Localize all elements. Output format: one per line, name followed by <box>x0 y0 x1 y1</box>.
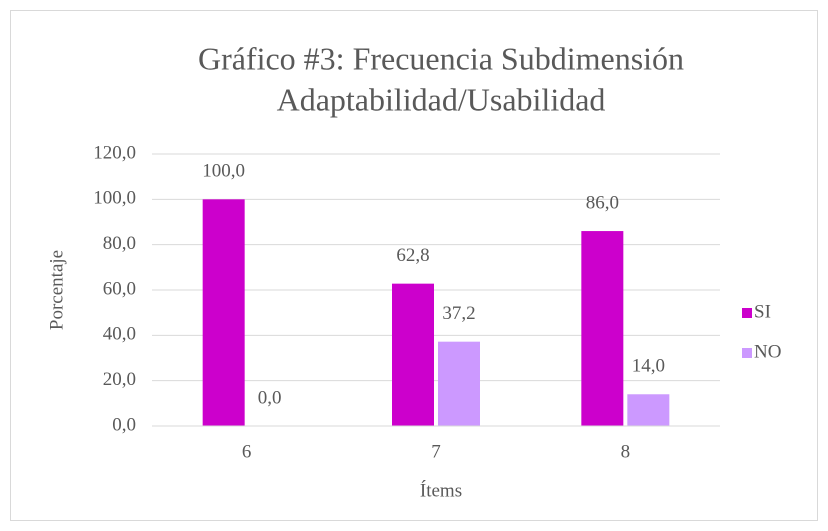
legend-swatch <box>742 348 752 358</box>
data-label: 100,0 <box>202 161 245 182</box>
legend-label: SI <box>754 301 771 322</box>
bar <box>202 199 245 426</box>
bar <box>627 394 670 426</box>
y-tick-label: 40,0 <box>103 324 136 345</box>
x-tick-label: 8 <box>621 441 631 462</box>
legend-swatch <box>742 308 752 318</box>
y-tick-label: 120,0 <box>93 142 136 163</box>
y-tick-label: 100,0 <box>93 188 136 209</box>
chart-title: Gráfico #3: Frecuencia Subdimensión <box>198 40 684 76</box>
data-label: 0,0 <box>258 387 282 408</box>
data-label: 86,0 <box>586 192 619 213</box>
y-tick-label: 80,0 <box>103 233 136 254</box>
legend-label: NO <box>754 341 781 362</box>
data-label: 62,8 <box>396 245 429 266</box>
x-tick-label: 6 <box>242 441 252 462</box>
bar <box>438 341 480 426</box>
y-tick-label: 60,0 <box>103 278 136 299</box>
data-label: 14,0 <box>632 356 665 377</box>
x-tick-label: 7 <box>431 441 441 462</box>
x-axis-title: Ítems <box>420 479 462 501</box>
bar <box>581 231 624 426</box>
y-tick-label: 0,0 <box>112 414 136 435</box>
data-label: 37,2 <box>442 303 475 324</box>
bar <box>392 283 434 426</box>
chart-border <box>10 10 818 521</box>
chart-title: Adaptabilidad/Usabilidad <box>277 81 606 117</box>
y-axis-title: Porcentaje <box>46 250 67 330</box>
y-tick-label: 20,0 <box>103 369 136 390</box>
